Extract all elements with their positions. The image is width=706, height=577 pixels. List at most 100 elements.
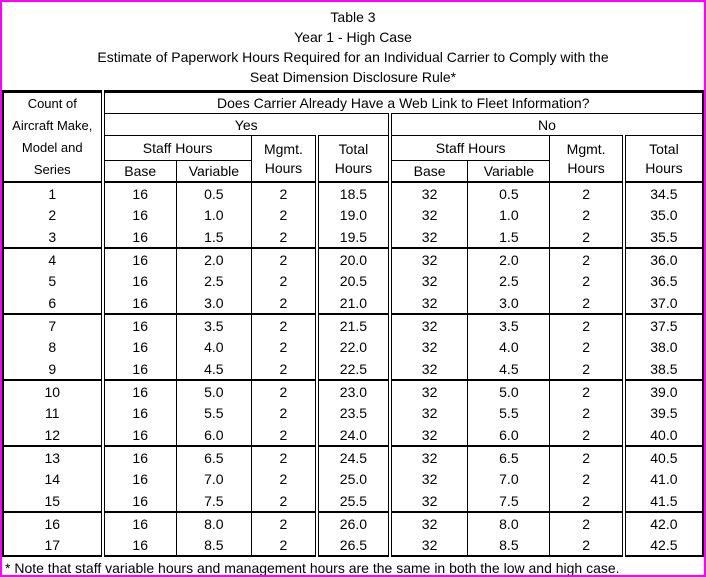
value-cell: 4.0 xyxy=(467,336,550,358)
yes-variable-header: Variable xyxy=(175,160,252,183)
value-cell: 32 xyxy=(387,445,468,468)
value-cell: 0.5 xyxy=(467,181,550,204)
value-cell: 2 xyxy=(549,358,624,380)
no-base-header: Base xyxy=(387,160,468,183)
value-cell: 16 xyxy=(100,511,177,534)
value-cell: 16 xyxy=(100,204,177,226)
value-cell: 26.0 xyxy=(314,511,390,534)
value-cell: 5.0 xyxy=(175,379,252,402)
count-cell: 8 xyxy=(48,339,57,355)
value-cell: 16 xyxy=(100,468,177,490)
count-cell: 16 xyxy=(3,511,103,534)
value-cell: 35.0 xyxy=(621,204,703,226)
value-cell: 22.5 xyxy=(314,358,390,380)
title-line-3: Estimate of Paperwork Hours Required for… xyxy=(97,49,609,65)
count-cell: 9 xyxy=(48,360,57,377)
value-cell: 2 xyxy=(549,379,624,402)
paperwork-hours-table: Count of Aircraft Make, Model and Series… xyxy=(2,90,704,557)
value-cell: 7.5 xyxy=(467,490,550,512)
count-cell: 11 xyxy=(44,405,60,421)
value-cell: 2 xyxy=(549,424,624,446)
title-line-2: Year 1 - High Case xyxy=(294,29,412,45)
footnote: * Note that staff variable hours and man… xyxy=(5,560,620,576)
value-cell: 7.5 xyxy=(175,490,252,512)
value-cell: 1.0 xyxy=(467,204,550,226)
value-cell: 25.5 xyxy=(314,490,390,512)
value-cell: 16 xyxy=(100,424,177,446)
value-cell: 3.0 xyxy=(467,292,550,314)
value-cell: 21.5 xyxy=(314,313,390,336)
value-cell: 42.0 xyxy=(621,511,703,534)
value-cell: 3.5 xyxy=(467,313,550,336)
table-row: 5 16 2.5 2 20.5 32 2.5 2 36.5 xyxy=(3,270,703,292)
table-row: 6 16 3.0 2 21.0 32 3.0 2 37.0 xyxy=(3,292,703,314)
value-cell: 16 xyxy=(100,226,177,248)
corner-header-line-3: Model and xyxy=(21,140,83,155)
value-cell: 2 xyxy=(250,402,317,424)
value-cell: 1.0 xyxy=(175,204,252,226)
corner-header-line-2: Aircraft Make, xyxy=(12,118,93,133)
header-row-yes-no: Yes No xyxy=(3,113,703,136)
value-cell: 3.5 xyxy=(175,313,252,336)
value-cell: 2 xyxy=(250,181,317,204)
value-cell: 37.5 xyxy=(621,313,703,336)
value-cell: 36.0 xyxy=(621,247,703,270)
value-cell: 37.0 xyxy=(621,292,703,314)
value-cell: 34.5 xyxy=(621,181,703,204)
value-cell: 7.0 xyxy=(175,468,252,490)
question-header: Does Carrier Already Have a Web Link to … xyxy=(100,91,703,114)
value-cell: 2 xyxy=(250,490,317,512)
corner-header: Count of Aircraft Make, Model and Series xyxy=(3,91,103,183)
table-row: 15 16 7.5 2 25.5 32 7.5 2 41.5 xyxy=(3,490,703,512)
table-body: 1 16 0.5 2 18.5 32 0.5 2 34.5 2 16 1.0 2 19.0 32 1.0 2 35… xyxy=(3,181,703,556)
value-cell: 2 xyxy=(250,292,317,314)
value-cell: 41.0 xyxy=(621,468,703,490)
value-cell: 32 xyxy=(387,181,468,204)
count-cell: 2 xyxy=(48,207,57,223)
count-cell: 14 xyxy=(44,471,61,487)
value-cell: 2 xyxy=(549,204,624,226)
value-cell: 16 xyxy=(100,313,177,336)
count-cell: 12 xyxy=(44,426,61,443)
value-cell: 2 xyxy=(250,379,317,402)
value-cell: 16 xyxy=(100,270,177,292)
table-row: 1 16 0.5 2 18.5 32 0.5 2 34.5 xyxy=(3,181,703,204)
value-cell: 5.5 xyxy=(175,402,252,424)
count-cell: 3 xyxy=(48,228,57,245)
table-row: 7 16 3.5 2 21.5 32 3.5 2 37.5 xyxy=(3,313,703,336)
value-cell: 2.0 xyxy=(467,247,550,270)
value-cell: 0.5 xyxy=(175,181,252,204)
value-cell: 2 xyxy=(549,511,624,534)
value-cell: 2 xyxy=(549,292,624,314)
value-cell: 39.5 xyxy=(621,402,703,424)
value-cell: 2 xyxy=(250,336,317,358)
corner-header-line-4: Series xyxy=(33,162,71,177)
value-cell: 32 xyxy=(387,511,468,534)
value-cell: 38.0 xyxy=(621,336,703,358)
value-cell: 16 xyxy=(100,402,177,424)
value-cell: 25.0 xyxy=(314,468,390,490)
yes-mgmt-hours-header: Mgmt. Hours xyxy=(250,135,317,183)
corner-header-line-1: Count of xyxy=(27,96,77,111)
value-cell: 19.5 xyxy=(314,226,390,248)
table-row: 17 16 8.5 2 26.5 32 8.5 2 42.5 xyxy=(3,534,703,556)
table-title: Table 3 Year 1 - High Case Estimate of P… xyxy=(2,2,704,87)
header-row-question: Count of Aircraft Make, Model and Series… xyxy=(3,91,703,183)
value-cell: 2 xyxy=(549,402,624,424)
table-row: 4 16 2.0 2 20.0 32 2.0 2 36.0 xyxy=(3,247,703,270)
value-cell: 16 xyxy=(100,358,177,380)
value-cell: 20.0 xyxy=(314,247,390,270)
value-cell: 24.5 xyxy=(314,445,390,468)
table-row: 9 16 4.5 2 22.5 32 4.5 2 38.5 xyxy=(3,358,703,380)
value-cell: 32 xyxy=(387,313,468,336)
value-cell: 40.0 xyxy=(621,424,703,446)
count-cell: 17 xyxy=(44,536,61,553)
value-cell: 32 xyxy=(387,292,468,314)
value-cell: 32 xyxy=(387,534,468,556)
value-cell: 2 xyxy=(549,313,624,336)
value-cell: 4.0 xyxy=(175,336,252,358)
count-cell: 6 xyxy=(48,294,57,311)
value-cell: 32 xyxy=(387,270,468,292)
value-cell: 6.0 xyxy=(175,424,252,446)
value-cell: 2 xyxy=(250,270,317,292)
